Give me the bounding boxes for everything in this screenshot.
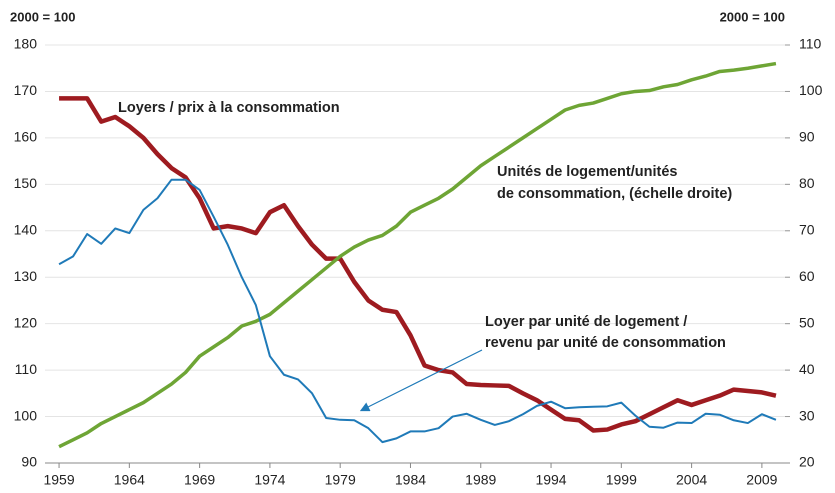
x-tick-label: 2004: [676, 472, 707, 488]
series-line: [58, 178, 777, 444]
annotation: Unités de logement/unités: [497, 164, 677, 180]
y-tick-label: 110: [15, 361, 38, 377]
annotation: Loyer par unité de logement /: [485, 314, 687, 330]
x-tick-label: 1989: [465, 472, 496, 488]
y2-tick-label: 20: [799, 454, 815, 470]
y2-tick-label: 50: [799, 314, 815, 330]
y2-tick-label: 110: [799, 36, 822, 52]
series-line: [59, 96, 777, 433]
y2-tick-label: 100: [799, 82, 823, 98]
y-tick-label: 150: [14, 175, 38, 191]
series-line: [58, 61, 777, 449]
annotation: Loyers / prix à la consommation: [118, 100, 340, 116]
plot: 90 100 110 120 130 140 150 160 170 180 20 30 40 50 60 7…: [14, 36, 823, 488]
x-tick-label: 2009: [746, 472, 777, 488]
x-tick-label: 1974: [254, 472, 285, 488]
x-tick-label: 1964: [114, 472, 145, 488]
y-tick-label: 170: [14, 82, 38, 98]
y-tick-label: 90: [21, 454, 37, 470]
y-tick-label: 100: [14, 407, 38, 423]
x-tick-label: 1999: [606, 472, 637, 488]
y2-tick-label: 30: [799, 407, 815, 423]
annotation: de consommation, (échelle droite): [497, 186, 732, 202]
x-tick-label: 1984: [395, 472, 426, 488]
x-tick-label: 1959: [43, 472, 74, 488]
x-tick-label: 1979: [325, 472, 356, 488]
annotation-arrow: [359, 349, 483, 412]
y2-tick-label: 60: [799, 268, 815, 284]
y-tick-label: 130: [14, 268, 38, 284]
annotation: revenu par unité de consommation: [485, 335, 726, 351]
x-tick-label: 1969: [184, 472, 215, 488]
y2-axis-label: 2000 = 100: [720, 9, 785, 24]
y-tick-label: 120: [14, 314, 38, 330]
y-axis-label: 2000 = 100: [10, 9, 75, 24]
y-tick-label: 160: [14, 129, 38, 145]
y2-tick-label: 80: [799, 175, 815, 191]
y-tick-label: 180: [14, 36, 38, 52]
y2-tick-label: 70: [799, 221, 815, 237]
y-tick-label: 140: [14, 221, 38, 237]
y2-tick-label: 90: [799, 129, 815, 145]
y2-tick-label: 40: [799, 361, 815, 377]
ticks: 90 100 110 120 130 140 150 160 170 180 20 30 40 50 60 7…: [14, 36, 823, 488]
x-tick-label: 1994: [535, 472, 566, 488]
